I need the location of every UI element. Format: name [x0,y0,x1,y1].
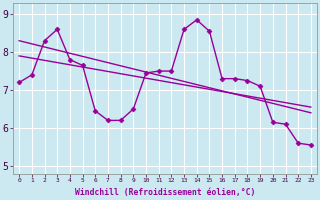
X-axis label: Windchill (Refroidissement éolien,°C): Windchill (Refroidissement éolien,°C) [75,188,255,197]
